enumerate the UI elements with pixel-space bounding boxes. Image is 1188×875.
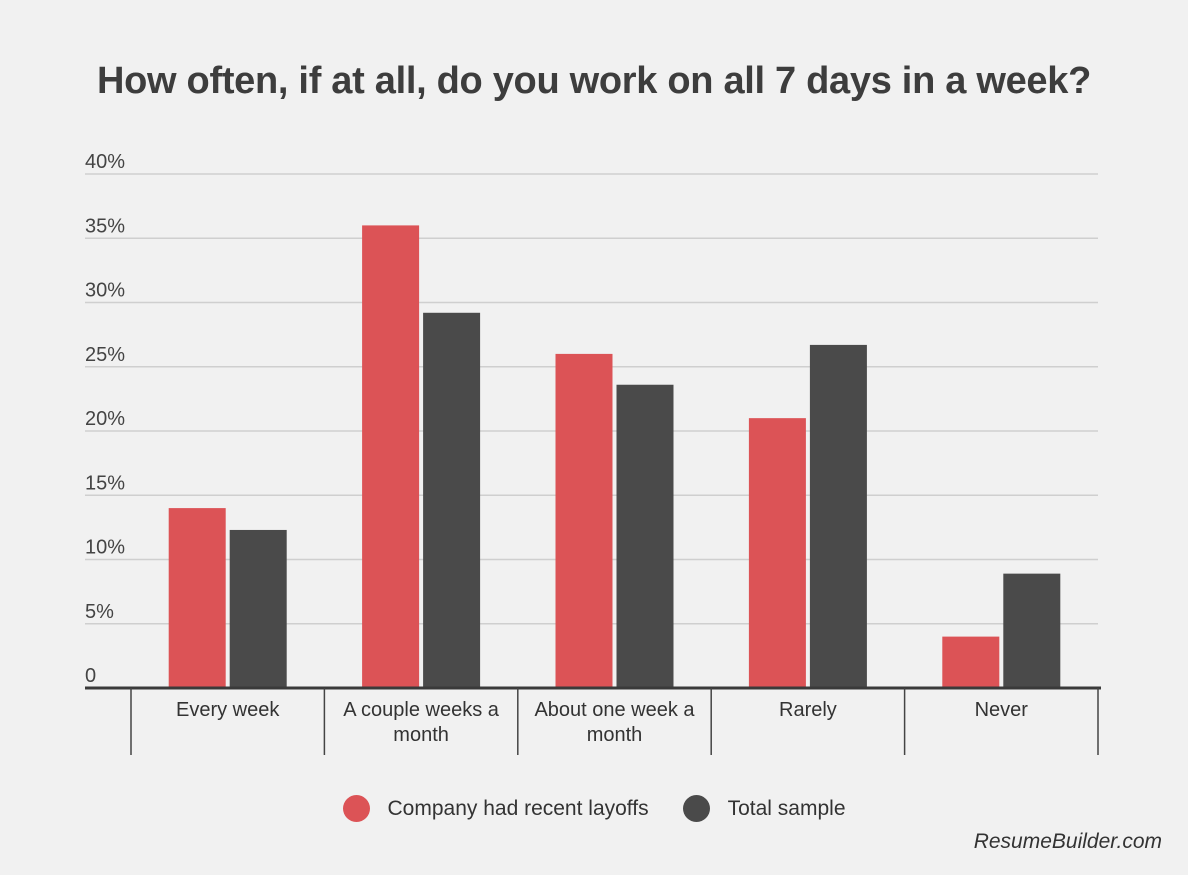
x-tick-label: Rarely: [779, 699, 837, 721]
bar: [423, 312, 481, 688]
legend-swatch-total: [682, 795, 710, 822]
legend: Company had recent layoffs Total sample: [0, 795, 1188, 822]
bars: [168, 225, 1061, 688]
x-tick-label: Never: [975, 699, 1029, 721]
bar: [616, 384, 674, 688]
bar: [1003, 573, 1061, 688]
chart-title: How often, if at all, do you work on all…: [96, 60, 1092, 102]
source-credit: ResumeBuilder.com: [973, 830, 1162, 853]
x-tick-label: month: [393, 724, 449, 746]
y-tick-label: 20%: [85, 408, 125, 430]
legend-swatch-layoffs: [342, 795, 370, 822]
y-tick-label: 25%: [85, 344, 125, 366]
bar: [555, 353, 613, 688]
x-tick-label: About one week a: [534, 699, 695, 721]
legend-label-layoffs: Company had recent layoffs: [387, 796, 649, 820]
y-tick-label: 30%: [85, 280, 125, 302]
legend-item-layoffs: Company had recent layoffs: [342, 795, 649, 822]
y-tick-label: 40%: [85, 151, 125, 173]
x-axis: [85, 686, 1101, 755]
x-tick-label: A couple weeks a: [343, 699, 500, 721]
bar: [942, 636, 1000, 688]
bar: [809, 344, 867, 688]
bar: [229, 529, 287, 688]
legend-label-total: Total sample: [727, 796, 846, 820]
axis-labels: 0 5% 10% 15% 20% 25% 30% 35% 40% Every week A coup…: [85, 151, 1028, 746]
y-tick-label: 35%: [85, 215, 125, 237]
y-tick-label: 0: [85, 665, 96, 687]
y-tick-label: 5%: [85, 601, 114, 623]
x-tick-label: month: [587, 724, 643, 746]
bar: [362, 225, 420, 688]
y-tick-label: 15%: [85, 472, 125, 494]
legend-item-total: Total sample: [682, 795, 846, 822]
bar: [168, 508, 226, 688]
bar: [748, 418, 806, 688]
y-tick-label: 10%: [85, 537, 125, 559]
x-tick-label: Every week: [176, 699, 280, 721]
